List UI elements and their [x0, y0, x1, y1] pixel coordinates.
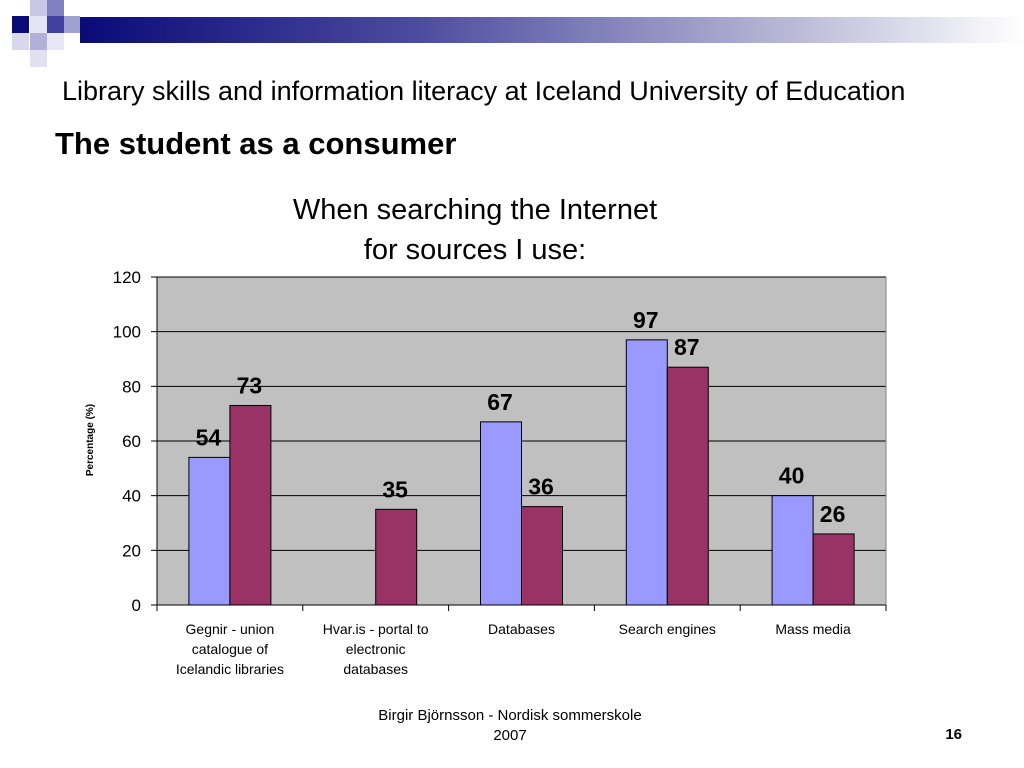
x-category-label-line: Mass media [775, 621, 851, 637]
bar [812, 533, 855, 606]
y-tick-label: 40 [122, 487, 141, 506]
bar [188, 456, 231, 606]
data-label: 73 [237, 372, 263, 398]
deco-square [12, 33, 29, 50]
data-label: 26 [820, 501, 846, 527]
deco-square [30, 33, 47, 50]
bar [521, 506, 563, 606]
chart-title-line-2: for sources I use: [363, 234, 587, 266]
x-category-label: Search engines [619, 621, 716, 637]
x-category-label-line: Gegnir - union [186, 621, 275, 637]
chart-title: When searching the Internet for sources … [240, 190, 710, 270]
chart-title-line-1: When searching the Internet [292, 194, 658, 226]
data-label: 40 [779, 463, 805, 489]
page-number: 16 [945, 726, 962, 743]
x-category-label-line: databases [343, 661, 408, 677]
slide-subtitle: Library skills and information literacy … [62, 76, 906, 106]
slide-title: The student as a consumer [55, 126, 457, 161]
deco-square [64, 16, 80, 33]
bar [625, 339, 668, 606]
y-tick-label: 60 [122, 432, 141, 451]
bar [229, 404, 272, 606]
x-category-label-line: catalogue of [192, 641, 268, 657]
deco-square [47, 16, 64, 33]
deco-square [47, 0, 64, 16]
data-label: 87 [674, 334, 700, 360]
data-label: 36 [528, 474, 554, 500]
header-bar [80, 17, 1024, 43]
y-tick-label: 0 [132, 596, 141, 615]
footer-year: 2007 [493, 727, 527, 744]
x-category-label-line: Databases [488, 621, 555, 637]
x-category-label-line: Icelandic libraries [176, 661, 284, 677]
footer: Birgir Björnsson - Nordisk sommerskole 2… [360, 706, 660, 746]
x-category-label-line: Search engines [619, 621, 716, 637]
bar [666, 366, 709, 606]
data-label: 35 [382, 476, 408, 502]
x-category-label: Gegnir - union catalogue of Icelandic libr… [176, 621, 284, 677]
bar [480, 421, 522, 606]
deco-square [47, 33, 64, 50]
data-label: 97 [633, 307, 659, 333]
y-tick-label: 20 [122, 541, 141, 560]
header-decoration [0, 0, 1024, 68]
y-tick-label: 100 [113, 323, 141, 342]
y-axis-label: Percentage (%) [85, 404, 96, 476]
bar [771, 495, 814, 606]
data-label: 67 [487, 389, 513, 415]
x-category-label-line: Hvar.is - portal to [323, 621, 429, 637]
deco-square [12, 16, 29, 33]
x-category-label: Hvar.is - portal to electronic databases [323, 621, 429, 677]
footer-author: Birgir Björnsson - Nordisk sommerskole [378, 707, 642, 724]
y-tick-label: 80 [122, 377, 141, 396]
bar [375, 508, 418, 606]
deco-square [30, 50, 47, 67]
x-category-label: Mass media [775, 621, 851, 637]
data-label: 54 [196, 424, 222, 450]
deco-square [30, 16, 47, 33]
y-tick-label: 120 [113, 268, 141, 287]
x-category-label: Databases [488, 621, 555, 637]
x-category-label-line: electronic [346, 641, 406, 657]
deco-square [30, 0, 47, 16]
